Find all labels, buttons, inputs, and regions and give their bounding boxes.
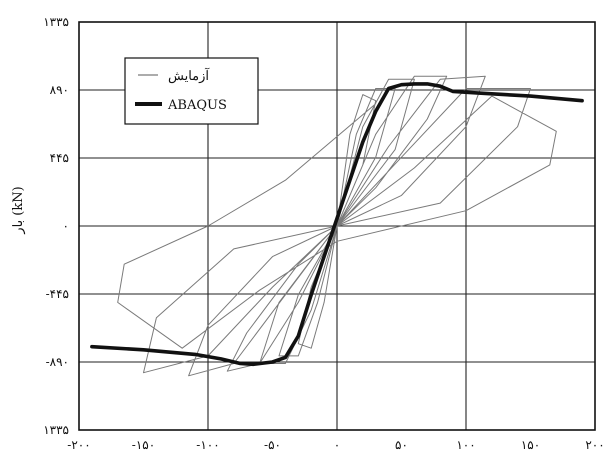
y-tick-label: ۸۹۰	[50, 83, 69, 97]
y-tick-label: ۱۳۳۵	[43, 15, 69, 29]
legend-label-test: آزمایش	[168, 67, 210, 84]
x-tick-label: -۲۰۰	[67, 438, 90, 452]
x-tick-label: ۵۰	[395, 438, 408, 452]
x-tick-label: ۱۰۰	[456, 438, 475, 452]
y-tick-label: ۴۴۵	[50, 151, 69, 165]
y-axis-label: بار (kN)	[11, 186, 26, 234]
y-tick-label: ۰	[63, 219, 69, 233]
y-tick-labels: ۱۳۳۵ ۸۹۰ ۴۴۵ ۰ -۴۴۵ -۸۹۰ ۱۳۳۵	[43, 15, 69, 437]
plot-frame	[78, 21, 596, 431]
y-tick-label: -۸۹۰	[46, 355, 69, 369]
x-tick-label: -۱۰۰	[196, 438, 219, 452]
legend: آزمایش ABAQUS	[124, 57, 259, 125]
legend-box	[124, 57, 259, 125]
x-tick-label: ۲۰۰	[585, 438, 604, 452]
x-tick-label: -۱۵۰	[132, 438, 155, 452]
x-tick-labels: -۲۰۰ -۱۵۰ -۱۰۰ -۵۰ ۰ ۵۰ ۱۰۰ ۱۵۰ ۲۰۰	[67, 438, 604, 452]
y-tick-label: ۱۳۳۵	[43, 423, 69, 437]
x-tick-label: ۱۵۰	[521, 438, 540, 452]
legend-label-abaqus: ABAQUS	[167, 98, 227, 113]
series-line-test	[117, 75, 557, 377]
x-tick-label: -۵۰	[264, 438, 281, 452]
x-tick-label: ۰	[334, 438, 340, 452]
series-layer	[90, 75, 584, 377]
y-tick-label: -۴۴۵	[46, 287, 69, 301]
series-line-abaqus	[90, 82, 584, 367]
